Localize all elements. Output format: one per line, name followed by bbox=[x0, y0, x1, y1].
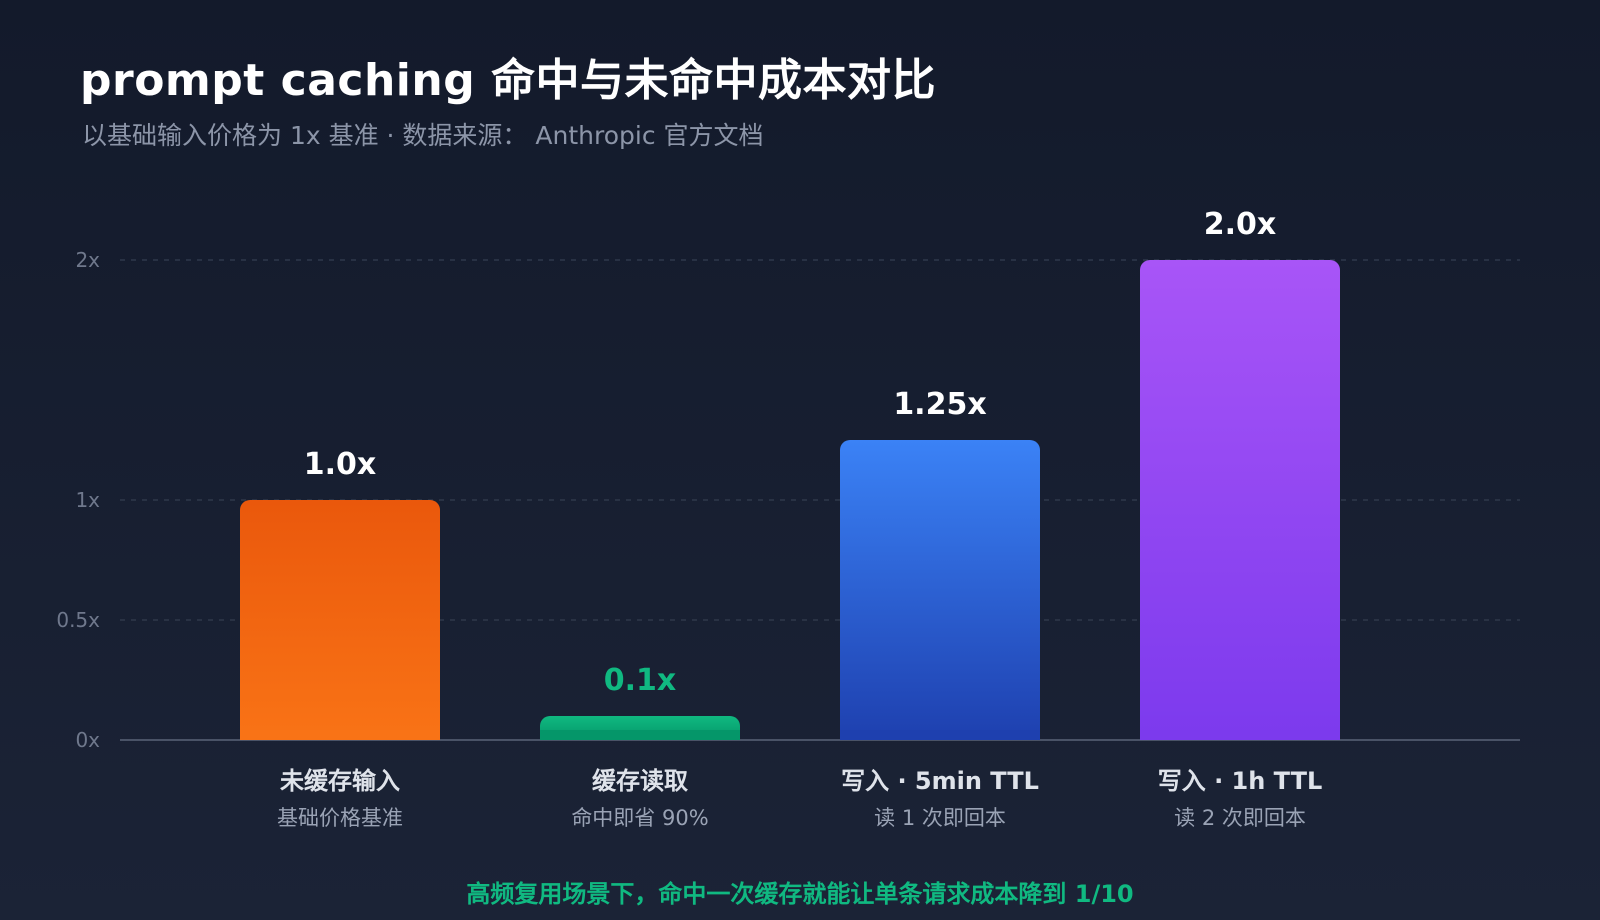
chart-subtitle: 以基础输入价格为 1x 基准 · 数据来源： Anthropic 官方文档 bbox=[82, 121, 764, 150]
category-label-2: 写入 · 5min TTL bbox=[841, 767, 1039, 795]
y-tick-label-0: 0x bbox=[75, 728, 100, 752]
category-label-0: 未缓存输入 bbox=[280, 767, 400, 795]
bar-layer bbox=[240, 260, 1340, 740]
value-label-3: 2.0x bbox=[1204, 207, 1277, 242]
bar-base-2 bbox=[840, 730, 1040, 740]
category-sublabel-1: 命中即省 90% bbox=[571, 806, 708, 830]
category-label-1: 缓存读取 bbox=[592, 767, 688, 795]
category-sublabel-0: 基础价格基准 bbox=[277, 806, 403, 830]
bar-base-3 bbox=[1140, 730, 1340, 740]
value-label-2: 1.25x bbox=[893, 387, 986, 422]
chart-title: prompt caching 命中与未命中成本对比 bbox=[80, 55, 937, 106]
footnote: 高频复用场景下，命中一次缓存就能让单条请求成本降到 1/10 bbox=[466, 880, 1134, 908]
bar-base-0 bbox=[240, 730, 440, 740]
category-label-3: 写入 · 1h TTL bbox=[1158, 767, 1323, 795]
bar-0 bbox=[240, 500, 440, 740]
category-sublabel-2: 读 1 次即回本 bbox=[874, 806, 1006, 830]
y-tick-label-1: 0.5x bbox=[56, 608, 100, 632]
category-sublabel-3: 读 2 次即回本 bbox=[1174, 806, 1306, 830]
value-label-0: 1.0x bbox=[304, 447, 377, 482]
y-tick-label-3: 2x bbox=[75, 248, 100, 272]
value-label-1: 0.1x bbox=[604, 663, 677, 698]
bar-3 bbox=[1140, 260, 1340, 740]
y-tick-label-2: 1x bbox=[75, 488, 100, 512]
bar-base-1 bbox=[540, 730, 740, 740]
bar-2 bbox=[840, 440, 1040, 740]
